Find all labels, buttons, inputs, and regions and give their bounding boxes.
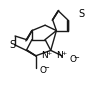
Text: S: S [9,40,16,50]
Text: S: S [78,9,84,19]
Text: −: − [43,65,49,71]
Text: +: + [46,51,51,56]
Text: N: N [56,51,63,60]
Text: −: − [73,55,79,61]
Text: O: O [70,55,77,64]
Text: +: + [61,51,66,56]
Text: N: N [41,51,48,60]
Text: O: O [39,66,46,75]
